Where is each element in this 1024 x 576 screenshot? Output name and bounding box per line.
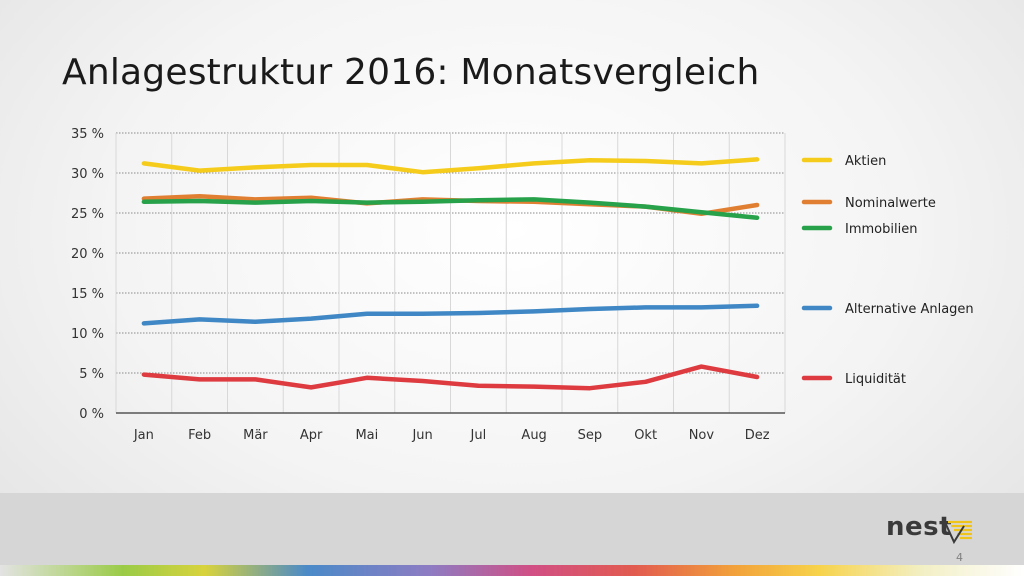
x-tick-label: Okt	[634, 428, 657, 443]
y-tick-label: 25 %	[71, 207, 104, 222]
y-tick-label: 5 %	[79, 367, 104, 382]
page-number: 4	[956, 551, 963, 564]
y-tick-label: 10 %	[71, 327, 104, 342]
x-tick-label: Dez	[745, 428, 770, 443]
y-tick-label: 0 %	[79, 407, 104, 422]
logo-mark-icon	[943, 519, 972, 544]
x-tick-label: Aug	[521, 428, 546, 443]
legend-label: Aktien	[845, 154, 886, 169]
decorative-color-bar	[0, 565, 1024, 576]
series-line	[141, 197, 760, 221]
x-tick-label: Jun	[411, 428, 432, 443]
y-tick-label: 15 %	[71, 287, 104, 302]
line-chart: 0 % 5 % 10 % 15 % 20 % 25 % 30 % 35 % Jan Feb Mär A…	[71, 127, 974, 443]
x-tick-label: Mai	[355, 428, 378, 443]
y-tick-label: 20 %	[71, 247, 104, 262]
x-tick-label: Feb	[188, 428, 211, 443]
y-tick-label: 30 %	[71, 167, 104, 182]
series-line	[141, 364, 760, 391]
legend-label: Alternative Anlagen	[845, 302, 974, 317]
series-line	[141, 303, 760, 326]
logo-text: nest	[886, 512, 953, 542]
x-tick-label: Mär	[243, 428, 268, 443]
series-line	[141, 157, 760, 175]
x-tick-label: Jan	[133, 428, 154, 443]
x-tick-label: Sep	[578, 428, 603, 443]
footer-band	[0, 493, 1024, 565]
legend-label: Immobilien	[845, 222, 917, 237]
x-tick-label: Nov	[689, 428, 715, 443]
legend-label: Liquidität	[845, 372, 906, 387]
y-tick-label: 35 %	[71, 127, 104, 142]
legend-label: Nominalwerte	[845, 196, 936, 211]
slide-title: Anlagestruktur 2016: Monatsvergleich	[62, 52, 760, 93]
x-tick-label: Jul	[470, 428, 487, 443]
x-tick-label: Apr	[300, 428, 323, 443]
